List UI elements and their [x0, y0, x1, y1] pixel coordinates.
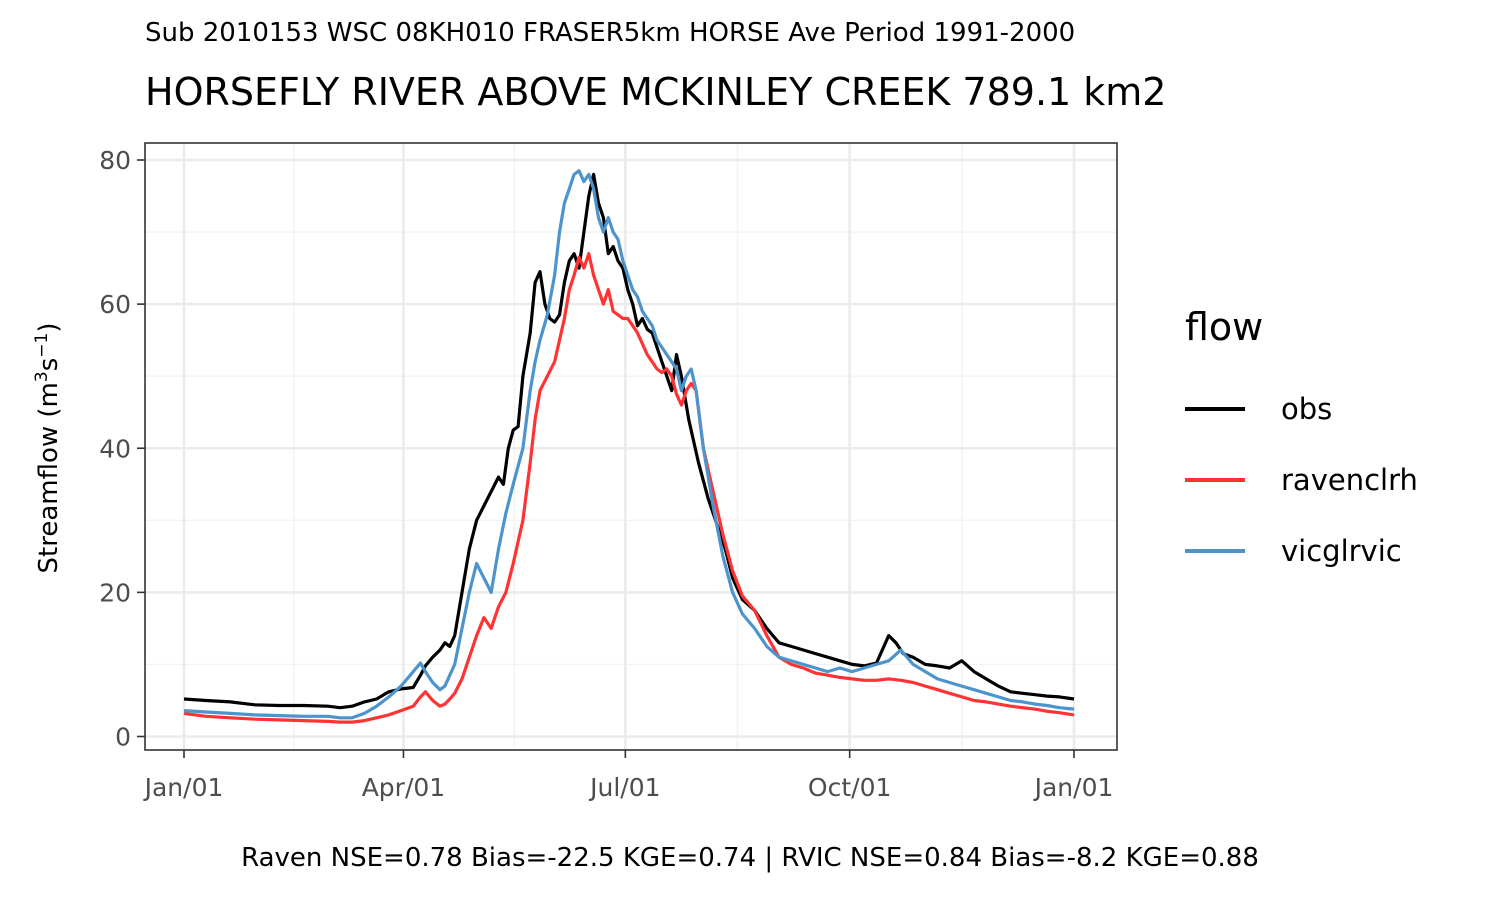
y-axis: 0 20 40 60 80 [99, 146, 145, 752]
y-tick-label: 60 [99, 290, 131, 319]
legend-item-obs: obs [1185, 373, 1418, 444]
legend-key-obs [1185, 406, 1245, 411]
panel-background [145, 143, 1117, 750]
legend-key-ravenclrh [1185, 477, 1245, 482]
legend-label-vicglrvic: vicglrvic [1281, 533, 1402, 568]
legend-label-ravenclrh: ravenclrh [1281, 462, 1418, 497]
legend-item-vicglrvic: vicglrvic [1185, 515, 1418, 586]
legend-item-ravenclrh: ravenclrh [1185, 444, 1418, 515]
x-tick-label: Jan/01 [1033, 773, 1114, 802]
y-tick-label: 40 [99, 434, 131, 463]
chart-subtitle: Sub 2010153 WSC 08KH010 FRASER5km HORSE … [145, 18, 1076, 48]
footer-metrics: Raven NSE=0.78 Bias=-22.5 KGE=0.74 | RVI… [241, 843, 1259, 873]
legend: flow obs ravenclrh vicglrvic [1185, 305, 1418, 586]
y-tick-label: 0 [115, 723, 131, 752]
series-line-vicglrvic [183, 169, 1075, 720]
y-tick-label: 80 [99, 146, 131, 175]
panel-border [144, 142, 1118, 751]
y-tick-label: 20 [99, 578, 131, 607]
legend-title: flow [1185, 305, 1264, 349]
series-line-ravenclrh [183, 252, 1075, 724]
x-tick-label: Apr/01 [362, 773, 445, 802]
grid-major-lines [145, 143, 1117, 750]
x-axis: Jan/01 Apr/01 Jul/01 Oct/01 Jan/01 [143, 750, 1114, 802]
chart-title: HORSEFLY RIVER ABOVE MCKINLEY CREEK 789.… [145, 70, 1167, 114]
x-tick-label: Jan/01 [143, 773, 224, 802]
series-line-obs [183, 172, 1075, 710]
series-lines [183, 169, 1075, 724]
x-tick-label: Jul/01 [588, 773, 660, 802]
legend-label-obs: obs [1281, 391, 1333, 426]
legend-key-vicglrvic [1185, 548, 1245, 553]
x-tick-label: Oct/01 [808, 773, 891, 802]
